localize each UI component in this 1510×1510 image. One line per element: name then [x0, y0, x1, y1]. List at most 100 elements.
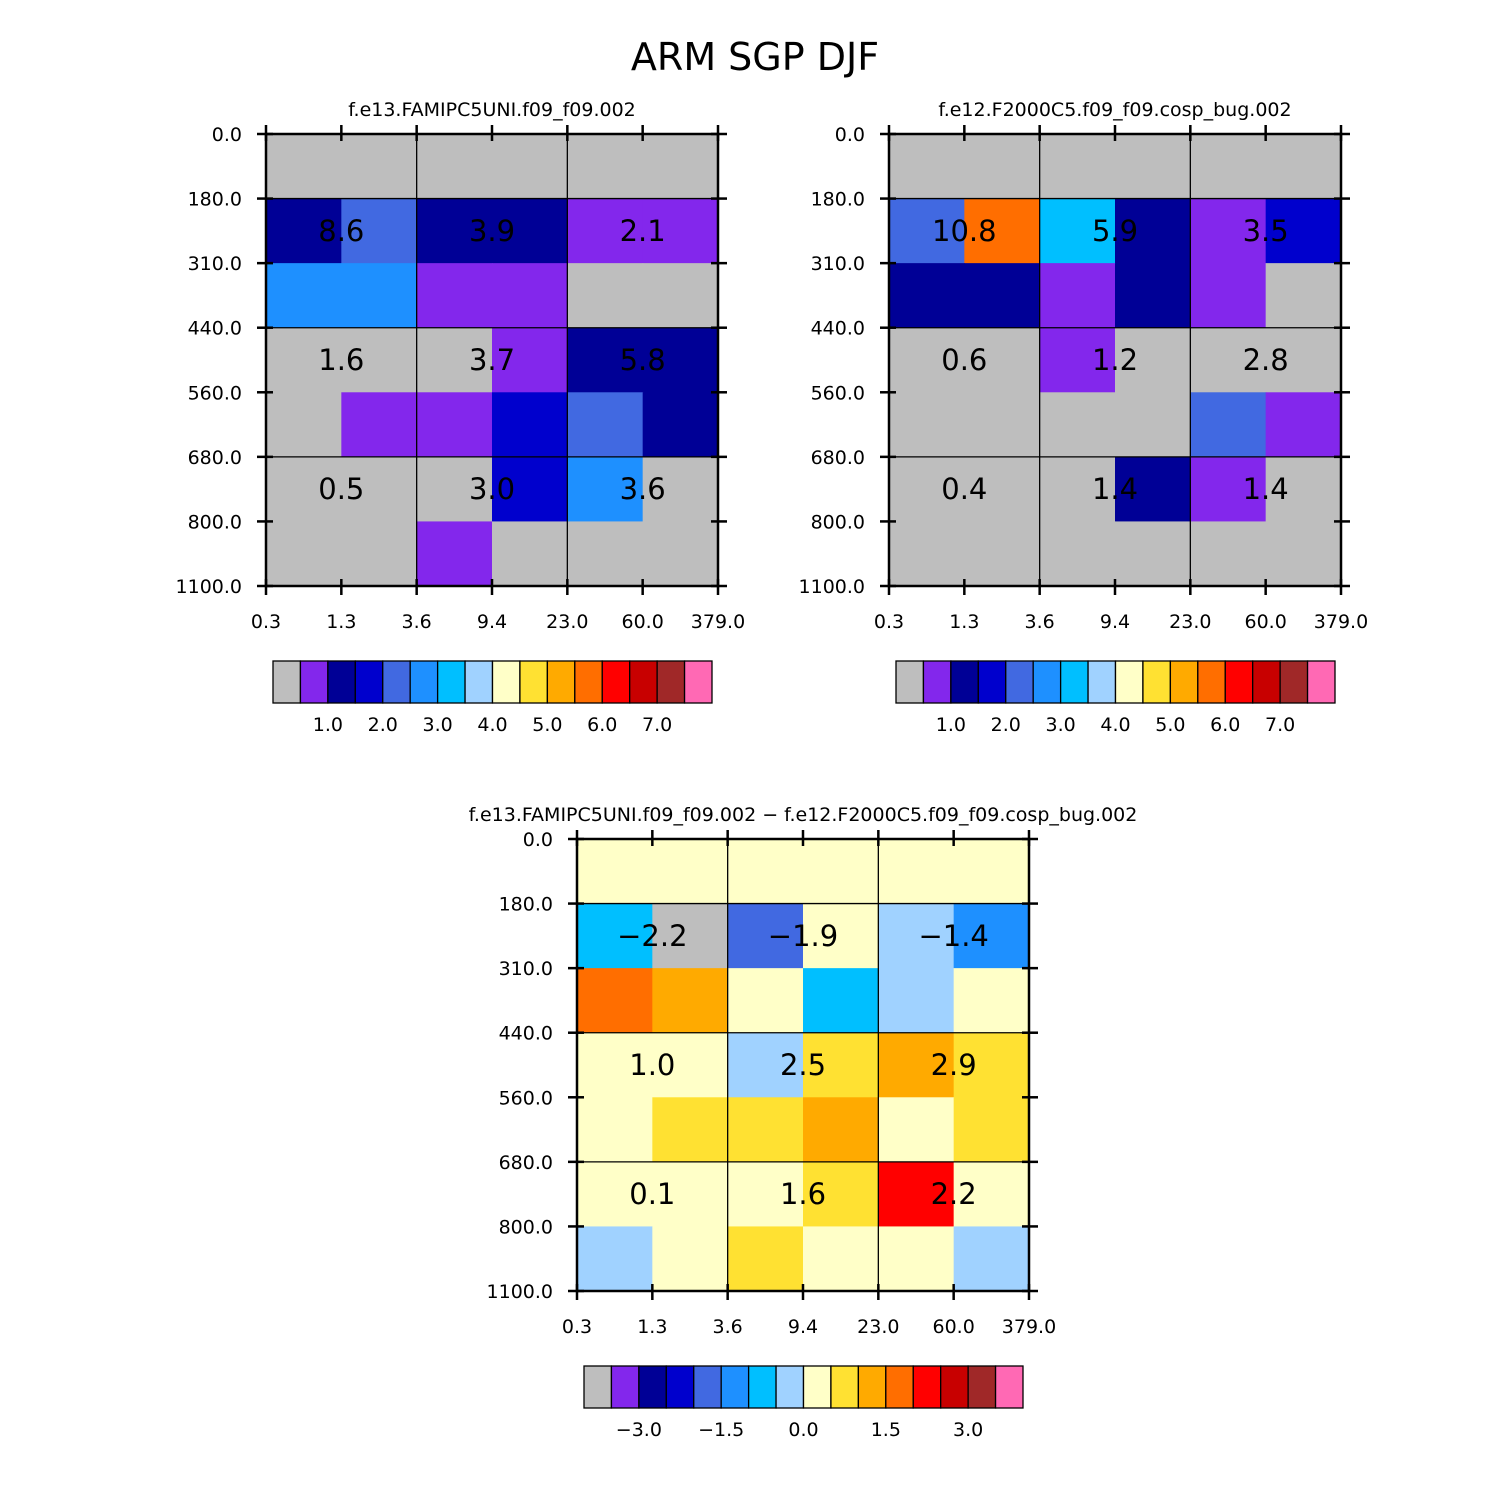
x-tick-label: 9.4: [477, 611, 507, 633]
heatmap-cell: [803, 1097, 879, 1163]
heatmap-cell: [266, 198, 342, 264]
box-value-label: 3.0: [469, 472, 515, 506]
x-tick-label: 379.0: [691, 611, 745, 633]
heatmap-cell: [567, 134, 644, 200]
heatmap-cell: [266, 521, 342, 587]
heatmap-cell: [1039, 327, 1116, 393]
y-tick-label: 180.0: [499, 894, 553, 916]
colorbar-label: 3.0: [1046, 714, 1076, 736]
y-tick-label: 680.0: [499, 1152, 553, 1174]
heatmap-cell: [964, 198, 1041, 264]
heatmap-cell: [341, 456, 418, 523]
x-tick-label: 0.3: [251, 611, 281, 633]
heatmap-cell: [652, 968, 729, 1034]
box-value-label: 5.9: [1092, 214, 1138, 248]
heatmap-cell: [889, 263, 965, 329]
heatmap-cell: [953, 1226, 1030, 1292]
heatmap-cell: [727, 903, 804, 969]
heatmap-cell: [964, 392, 1041, 458]
colorbar-swatch: [720, 1365, 750, 1409]
y-tick-label: 680.0: [811, 447, 865, 469]
heatmap-cell: [803, 839, 879, 905]
colorbar-swatch: [1224, 660, 1254, 704]
colorbar-swatch: [272, 660, 302, 704]
heatmap-cell: [1115, 521, 1191, 587]
y-tick-label: 310.0: [188, 253, 242, 275]
heatmap-cell: [1039, 134, 1116, 200]
box-value-label: −1.4: [918, 919, 988, 953]
heatmap-cell: [416, 263, 493, 329]
colorbar-swatch: [299, 660, 329, 704]
heatmap-cell: [803, 903, 879, 969]
colorbar-label: 2.0: [368, 714, 398, 736]
heatmap-cell: [1115, 392, 1191, 458]
colorbar-swatch: [1279, 660, 1309, 704]
colorbar-label: −3.0: [616, 1419, 662, 1441]
colorbar-swatch: [940, 1365, 969, 1409]
heatmap-cell: [1190, 521, 1267, 587]
x-tick-label: 379.0: [1314, 611, 1368, 633]
heatmap-cell: [1265, 392, 1342, 458]
heatmap-cell: [878, 1032, 955, 1098]
y-tick-label: 800.0: [188, 511, 242, 533]
heatmap-cell: [416, 456, 493, 523]
heatmap-cell: [1190, 392, 1267, 458]
heatmap-cell: [577, 1226, 653, 1292]
heatmap-cell: [803, 1161, 879, 1228]
heatmap-cell: [889, 134, 965, 200]
colorbar-swatch: [1059, 660, 1089, 704]
heatmap-cell: [642, 134, 719, 200]
heatmap-cell: [652, 839, 729, 905]
heatmap-cell: [652, 1032, 729, 1098]
y-tick-label: 1100.0: [487, 1281, 553, 1303]
heatmap-cell: [577, 968, 653, 1034]
x-tick-label: 1.3: [949, 611, 979, 633]
heatmap-cell: [878, 1161, 955, 1228]
colorbar-label: 1.0: [313, 714, 343, 736]
x-tick-label: 60.0: [622, 611, 664, 633]
heatmap-cell: [577, 1097, 653, 1163]
y-tick-label: 180.0: [811, 189, 865, 211]
heatmap-cell: [567, 327, 644, 393]
colorbar-label: 7.0: [1265, 714, 1295, 736]
colorbar-swatch: [464, 660, 494, 704]
colorbar-swatch: [583, 1365, 613, 1409]
box-value-label: 2.9: [931, 1048, 977, 1082]
heatmap-cell: [492, 198, 568, 264]
heatmap-cell: [953, 1097, 1030, 1163]
colorbar-label: 3.0: [953, 1419, 983, 1441]
heatmap-cell: [1265, 263, 1342, 329]
heatmap-cell: [652, 1097, 729, 1163]
colorbar-swatch: [775, 1365, 805, 1409]
heatmap-cell: [1265, 456, 1342, 523]
y-tick-label: 180.0: [188, 189, 242, 211]
heatmap-cell: [652, 1226, 729, 1292]
colorbar-swatch: [830, 1365, 860, 1409]
heatmap-cell: [652, 1161, 729, 1228]
heatmap-cell: [266, 456, 342, 523]
colorbar-swatch: [382, 660, 411, 704]
colorbar-swatch: [629, 660, 658, 704]
heatmap-cell: [964, 263, 1041, 329]
colorbar-label: −1.5: [698, 1419, 744, 1441]
box-value-label: 1.4: [1243, 472, 1289, 506]
x-tick-label: 3.6: [1025, 611, 1055, 633]
heatmap-cell: [652, 903, 729, 969]
heatmap-cell: [567, 456, 644, 523]
box-value-label: 1.0: [629, 1048, 675, 1082]
box-value-label: −1.9: [768, 919, 838, 953]
colorbar-swatch: [327, 660, 356, 704]
y-tick-label: 0.0: [835, 124, 865, 146]
box-value-label: 0.6: [941, 343, 987, 377]
colorbar-swatch: [491, 660, 521, 704]
y-tick-label: 1100.0: [799, 576, 865, 598]
box-value-label: 3.5: [1243, 214, 1289, 248]
heatmap-cell: [889, 521, 965, 587]
x-tick-label: 9.4: [1100, 611, 1130, 633]
y-tick-label: 440.0: [188, 318, 242, 340]
heatmap-cell: [492, 134, 568, 200]
heatmap-cell: [878, 839, 955, 905]
colorbar-swatch: [1169, 660, 1199, 704]
colorbar-swatch: [656, 660, 686, 704]
heatmap-cell: [341, 392, 418, 458]
